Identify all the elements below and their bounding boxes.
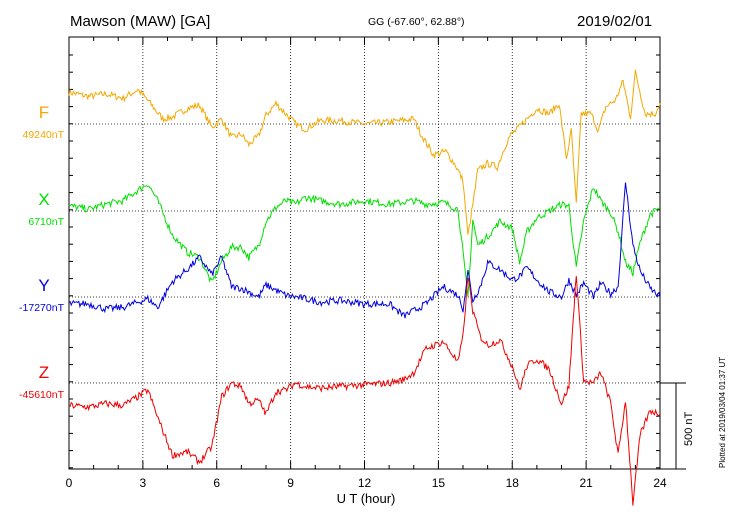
series-name-z: Z <box>39 363 49 382</box>
series-line-z <box>68 276 661 506</box>
x-tick-label: 21 <box>579 476 593 490</box>
x-tick-label: 3 <box>140 476 147 490</box>
x-tick-label: 9 <box>287 476 294 490</box>
scale-bar <box>660 382 686 470</box>
series-name-y: Y <box>38 276 49 295</box>
x-tick-label: 6 <box>213 476 220 490</box>
x-tick-label: 18 <box>506 476 520 490</box>
x-tick-label: 24 <box>653 476 667 490</box>
plotted-timestamp: Plotted at 2019/03/04 01:37 UT <box>718 357 727 468</box>
series-name-f: F <box>39 103 49 122</box>
grid <box>69 37 660 469</box>
series-line-y <box>68 182 661 319</box>
series-line-f <box>68 69 661 235</box>
x-tick-label: 0 <box>66 476 73 490</box>
series-baseline-f: 49240nT <box>23 129 65 141</box>
series-baseline-y: -17270nT <box>19 302 65 314</box>
x-tick-label: 15 <box>432 476 446 490</box>
x-axis-label: U T (hour) <box>337 491 396 506</box>
series-baseline-x: 6710nT <box>28 216 64 228</box>
series-baseline-z: -45610nT <box>19 389 65 401</box>
station-title: Mawson (MAW) [GA] <box>70 13 210 30</box>
x-tick-label: 12 <box>358 476 372 490</box>
axis-ticks: 0 3 6 9 12 15 18 21 24 <box>66 37 667 490</box>
scale-bar-label: 500 nT <box>683 411 695 446</box>
series-name-x: X <box>38 190 49 209</box>
coords-label: GG (-67.60°, 62.88°) <box>368 16 465 28</box>
date-label: 2019/02/01 <box>577 13 652 30</box>
series-labels: F 49240nT X 6710nT Y -17270nT Z -45610nT <box>19 103 65 401</box>
series-group <box>68 69 661 506</box>
series-line-x <box>68 184 661 297</box>
